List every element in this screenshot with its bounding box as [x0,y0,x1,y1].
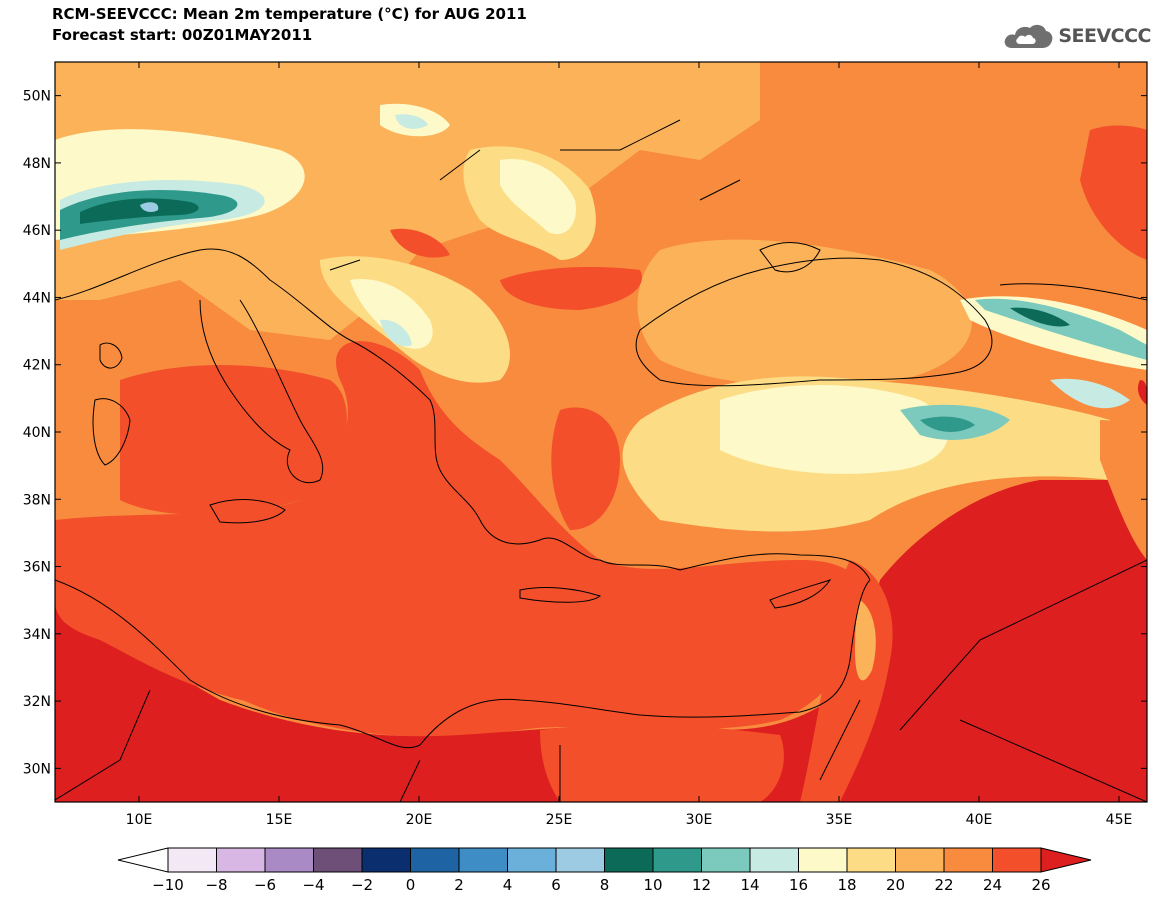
colorbar-label: 26 [1031,876,1050,894]
colorbar-swatch [992,847,1042,873]
colorbar-label: 6 [551,876,561,894]
colorbar-swatch [798,847,848,873]
title-block: RCM-SEEVCCC: Mean 2m temperature (°C) fo… [52,4,527,46]
colorbar-swatch [361,847,411,873]
colorbar-swatch [264,847,314,873]
lon-label: 15E [266,812,293,828]
colorbar-label: 0 [406,876,416,894]
colorbar-swatch [701,847,751,873]
colorbar-swatch [458,847,508,873]
lon-label: 30E [686,812,713,828]
colorbar-label: −2 [351,876,373,894]
lon-label: 40E [966,812,993,828]
coastlines [55,119,1147,802]
colorbar-swatch [313,847,363,873]
lon-label: 10E [126,812,153,828]
colorbar: −10 −8 −6 −4 −2 0 2 4 6 8 10 12 14 16 18 20 22 24 26 [117,847,1092,894]
colorbar-swatch [604,847,654,873]
colorbar-label: 22 [934,876,953,894]
colorbar-label: 24 [983,876,1002,894]
colorbar-label: −4 [302,876,324,894]
lat-label: 34N [23,627,51,643]
colorbar-label: 20 [886,876,905,894]
lat-label: 32N [23,694,51,710]
axis-ticks: 30N 32N 34N 36N 38N 40N 42N 44N 46N 48N 50N 10E 15E 2… [23,62,1147,828]
colorbar-label: 4 [503,876,513,894]
colorbar-swatch [216,847,266,873]
colorbar-under-arrow [117,847,169,873]
colorbar-label: 8 [600,876,610,894]
lat-label: 44N [23,290,51,306]
temperature-field [55,62,1147,802]
lat-label: 48N [23,156,51,172]
lat-label: 30N [23,761,51,777]
colorbar-swatch [555,847,605,873]
colorbar-swatch [410,847,460,873]
colorbar-label: −8 [205,876,227,894]
colorbar-over-arrow [1040,847,1092,873]
colorbar-label: 2 [454,876,464,894]
colorbar-swatch [943,847,993,873]
lat-label: 40N [23,425,51,441]
lon-label: 20E [406,812,433,828]
colorbar-label: 10 [643,876,662,894]
colorbar-label: 18 [837,876,856,894]
lon-label: 35E [826,812,853,828]
cloud-icon [1004,24,1053,48]
colorbar-label: 14 [740,876,759,894]
lat-label: 38N [23,492,51,508]
colorbar-swatch [749,847,799,873]
colorbar-label: −6 [254,876,276,894]
colorbar-swatch [846,847,896,873]
colorbar-label: 12 [692,876,711,894]
lat-label: 50N [23,89,51,105]
colorbar-label: −10 [152,876,184,894]
logo-text: SEEVCCC [1058,25,1151,47]
lon-label: 25E [546,812,573,828]
lon-label: 45E [1106,812,1133,828]
map-title: RCM-SEEVCCC: Mean 2m temperature (°C) fo… [52,5,527,23]
colorbar-swatch [652,847,702,873]
lat-label: 46N [23,223,51,239]
seevccc-logo: SEEVCCC [1002,20,1151,52]
forecast-start: Forecast start: 00Z01MAY2011 [52,26,313,44]
colorbar-swatch [167,847,217,873]
lat-label: 36N [23,560,51,576]
colorbar-swatch [895,847,945,873]
colorbar-label: 16 [789,876,808,894]
colorbar-swatch [507,847,557,873]
lat-label: 42N [23,358,51,374]
